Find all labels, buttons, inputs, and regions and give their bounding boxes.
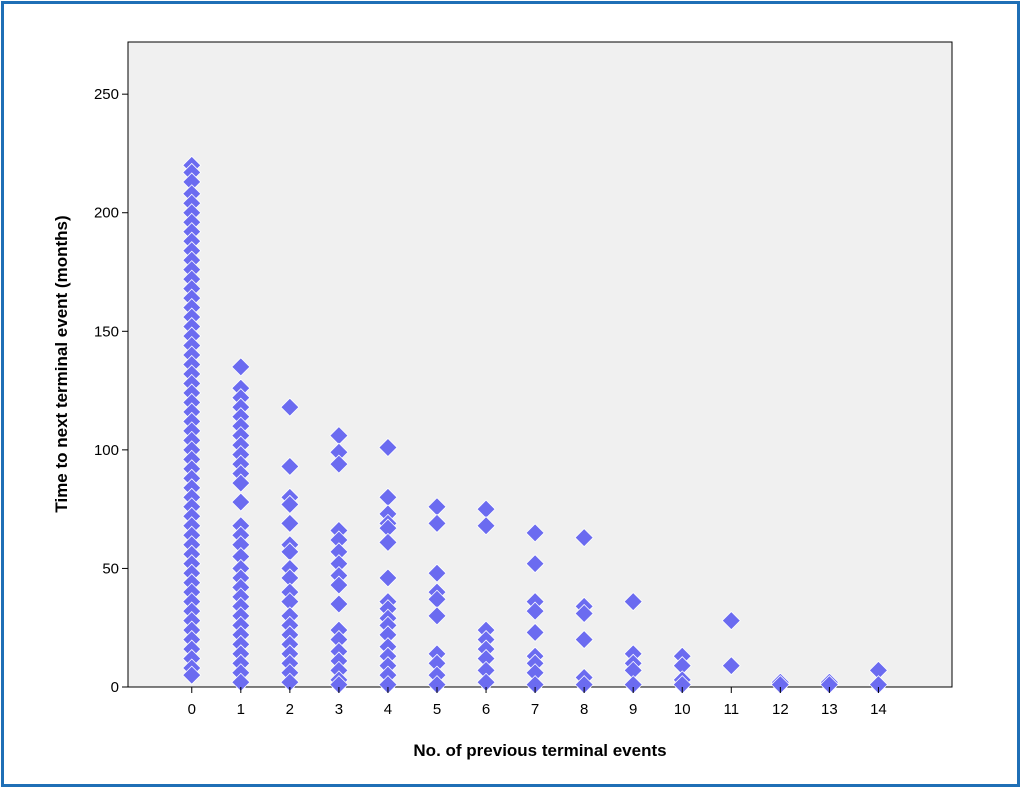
x-tick-label: 10 <box>674 701 691 718</box>
data-point <box>525 601 545 621</box>
data-point <box>378 437 398 458</box>
y-tick-label: 250 <box>94 86 119 103</box>
y-axis-title: Time to next terminal event (months) <box>52 215 71 512</box>
data-point <box>182 665 202 685</box>
data-point <box>231 473 251 493</box>
data-point <box>427 513 447 533</box>
data-point <box>280 456 300 477</box>
y-tick-label: 50 <box>102 560 119 577</box>
data-point <box>525 622 545 643</box>
data-point <box>231 492 251 512</box>
x-tick-label: 9 <box>629 701 637 718</box>
x-axis-title: No. of previous terminal events <box>413 741 666 760</box>
data-point <box>623 675 643 695</box>
data-point <box>525 554 545 574</box>
data-point <box>574 630 594 650</box>
data-point <box>280 513 300 533</box>
data-point <box>427 606 447 626</box>
x-tick-label: 1 <box>237 701 245 718</box>
x-tick-label: 3 <box>335 701 343 718</box>
data-point <box>427 563 447 583</box>
data-point <box>525 675 545 695</box>
data-point <box>574 675 594 695</box>
data-point <box>476 516 496 536</box>
data-point <box>574 603 594 624</box>
x-tick-label: 6 <box>482 701 490 718</box>
y-tick-label: 150 <box>94 323 119 340</box>
data-point <box>574 528 594 548</box>
y-tick-label: 200 <box>94 205 119 222</box>
y-tick-label: 100 <box>94 442 119 459</box>
x-tick-label: 11 <box>723 701 739 718</box>
x-tick-label: 4 <box>384 701 392 718</box>
data-point <box>868 675 888 695</box>
data-point <box>770 675 790 695</box>
x-tick-label: 13 <box>821 701 838 718</box>
data-point <box>280 397 300 417</box>
x-tick-label: 8 <box>580 701 588 718</box>
data-point <box>329 575 349 595</box>
plot-area <box>127 41 953 688</box>
data-point <box>378 532 398 552</box>
data-point <box>672 675 692 695</box>
data-point <box>623 592 643 612</box>
x-tick-label: 5 <box>433 701 441 718</box>
x-tick-label: 2 <box>286 701 294 718</box>
data-point <box>378 568 398 588</box>
x-tick-label: 7 <box>531 701 539 718</box>
data-point <box>721 611 741 631</box>
data-point <box>427 675 447 695</box>
data-point <box>231 357 251 377</box>
data-point <box>378 675 398 695</box>
data-point <box>329 454 349 474</box>
y-tick-label: 0 <box>111 679 119 696</box>
data-point <box>280 494 300 514</box>
data-point <box>329 675 349 695</box>
data-point <box>721 656 741 676</box>
data-point <box>819 675 839 695</box>
x-tick-label: 14 <box>870 701 887 718</box>
data-point <box>525 523 545 543</box>
x-tick-label: 12 <box>772 701 789 718</box>
data-point <box>329 594 349 614</box>
x-tick-label: 0 <box>188 701 196 718</box>
